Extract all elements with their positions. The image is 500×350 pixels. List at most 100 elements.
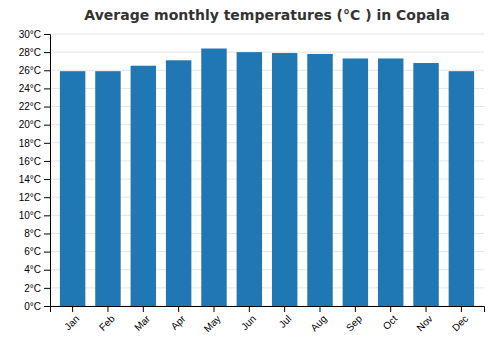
- y-tick-mark: [44, 107, 50, 108]
- y-tick: 26°C: [19, 65, 50, 76]
- x-tick-label: Feb: [97, 313, 117, 333]
- y-tick-mark: [44, 143, 50, 144]
- y-tick-mark: [44, 252, 50, 253]
- y-tick-mark: [44, 233, 50, 234]
- bar: [378, 58, 403, 306]
- y-tick-label: 4°C: [24, 264, 41, 275]
- x-tick-label: Aug: [308, 313, 328, 333]
- x-axis-line: [51, 307, 485, 313]
- bar: [131, 66, 156, 306]
- y-tick-mark: [44, 179, 50, 180]
- x-tick: Oct: [381, 306, 400, 332]
- x-tick: Jul: [277, 306, 294, 330]
- x-tick-label: Nov: [414, 313, 434, 333]
- x-tick-label: Sep: [344, 313, 365, 334]
- bars: [60, 49, 474, 306]
- x-tick-mark: [213, 306, 214, 312]
- x-tick-label: Jul: [277, 313, 294, 330]
- y-tick-mark: [44, 88, 50, 89]
- y-tick-label: 8°C: [24, 228, 41, 239]
- y-tick: 18°C: [19, 138, 50, 149]
- x-axis: Jan Feb Mar Apr May Jun Jul Aug Sep Oct Nov Dec: [51, 306, 485, 334]
- y-tick: 28°C: [19, 47, 50, 58]
- y-tick-mark: [44, 306, 50, 307]
- x-tick-mark: [426, 306, 427, 312]
- y-tick-label: 30°C: [19, 29, 41, 40]
- x-tick-label: Oct: [381, 313, 400, 332]
- y-tick: 6°C: [24, 246, 50, 257]
- x-tick-mark: [72, 306, 73, 312]
- y-tick-mark: [44, 197, 50, 198]
- x-tick-mark: [355, 306, 356, 312]
- x-tick-label: Apr: [169, 313, 188, 332]
- y-tick: 0°C: [24, 301, 50, 312]
- x-tick-mark: [143, 306, 144, 312]
- y-tick: 22°C: [19, 101, 50, 112]
- y-tick-mark: [44, 52, 50, 53]
- x-tick-mark: [390, 306, 391, 312]
- x-tick-label: Jun: [239, 313, 258, 332]
- y-axis: 0°C 2°C 4°C 6°C 8°C 10°C 12°C 14°C 16°C 18°C 20°C 2…: [19, 29, 51, 312]
- x-tick: Aug: [308, 306, 328, 333]
- bar: [237, 52, 262, 306]
- x-tick: Mar: [132, 306, 152, 333]
- y-tick-mark: [44, 288, 50, 289]
- x-tick-label: Jan: [62, 313, 81, 332]
- y-tick-label: 24°C: [19, 83, 41, 94]
- x-tick-mark: [461, 306, 462, 312]
- grid-line: [50, 34, 484, 35]
- y-tick-label: 6°C: [24, 246, 41, 257]
- y-tick-mark: [44, 270, 50, 271]
- y-tick: 20°C: [19, 119, 50, 130]
- x-tick: Feb: [97, 306, 117, 333]
- grid: [50, 34, 484, 306]
- x-tick-label: Mar: [132, 313, 152, 333]
- x-tick-mark: [178, 306, 179, 312]
- x-tick-mark: [107, 306, 108, 312]
- bar: [449, 71, 474, 306]
- y-tick-label: 14°C: [19, 174, 41, 185]
- x-tick: Jan: [62, 306, 81, 332]
- y-tick: 16°C: [19, 156, 50, 167]
- y-tick-label: 22°C: [19, 101, 41, 112]
- bar: [307, 54, 332, 306]
- chart: 0°C 2°C 4°C 6°C 8°C 10°C 12°C 14°C 16°C 18°C 20°C 2…: [0, 0, 500, 350]
- y-tick: 24°C: [19, 83, 50, 94]
- y-axis-line: [44, 35, 51, 307]
- y-tick-label: 2°C: [24, 283, 41, 294]
- y-tick-label: 10°C: [19, 210, 41, 221]
- y-tick-mark: [44, 34, 50, 35]
- x-tick: Nov: [414, 306, 434, 333]
- x-tick-label: May: [202, 313, 223, 334]
- y-tick: 10°C: [19, 210, 50, 221]
- y-tick-label: 20°C: [19, 119, 41, 130]
- x-tick: Apr: [169, 306, 188, 332]
- bar: [60, 71, 85, 306]
- bar: [95, 71, 120, 306]
- y-tick: 30°C: [19, 29, 50, 40]
- bar: [343, 58, 368, 306]
- x-tick: May: [202, 306, 223, 334]
- y-tick-label: 26°C: [19, 65, 41, 76]
- x-tick-label: Dec: [450, 313, 470, 333]
- y-tick-mark: [44, 215, 50, 216]
- plot: 0°C 2°C 4°C 6°C 8°C 10°C 12°C 14°C 16°C 18°C 20°C 2…: [19, 29, 485, 334]
- x-tick-mark: [320, 306, 321, 312]
- y-tick-label: 28°C: [19, 47, 41, 58]
- y-tick-label: 16°C: [19, 156, 41, 167]
- y-tick-label: 12°C: [19, 192, 41, 203]
- y-tick: 4°C: [24, 264, 50, 275]
- y-tick: 12°C: [19, 192, 50, 203]
- x-tick-mark: [249, 306, 250, 312]
- x-tick: Sep: [344, 306, 365, 333]
- y-tick: 2°C: [24, 283, 50, 294]
- bar: [166, 60, 191, 306]
- bar: [201, 49, 226, 306]
- y-tick-label: 18°C: [19, 138, 41, 149]
- y-tick-mark: [44, 161, 50, 162]
- x-tick: Dec: [450, 306, 470, 333]
- y-tick-label: 0°C: [24, 301, 41, 312]
- y-tick: 14°C: [19, 174, 50, 185]
- bar: [272, 53, 297, 306]
- y-tick: 8°C: [24, 228, 50, 239]
